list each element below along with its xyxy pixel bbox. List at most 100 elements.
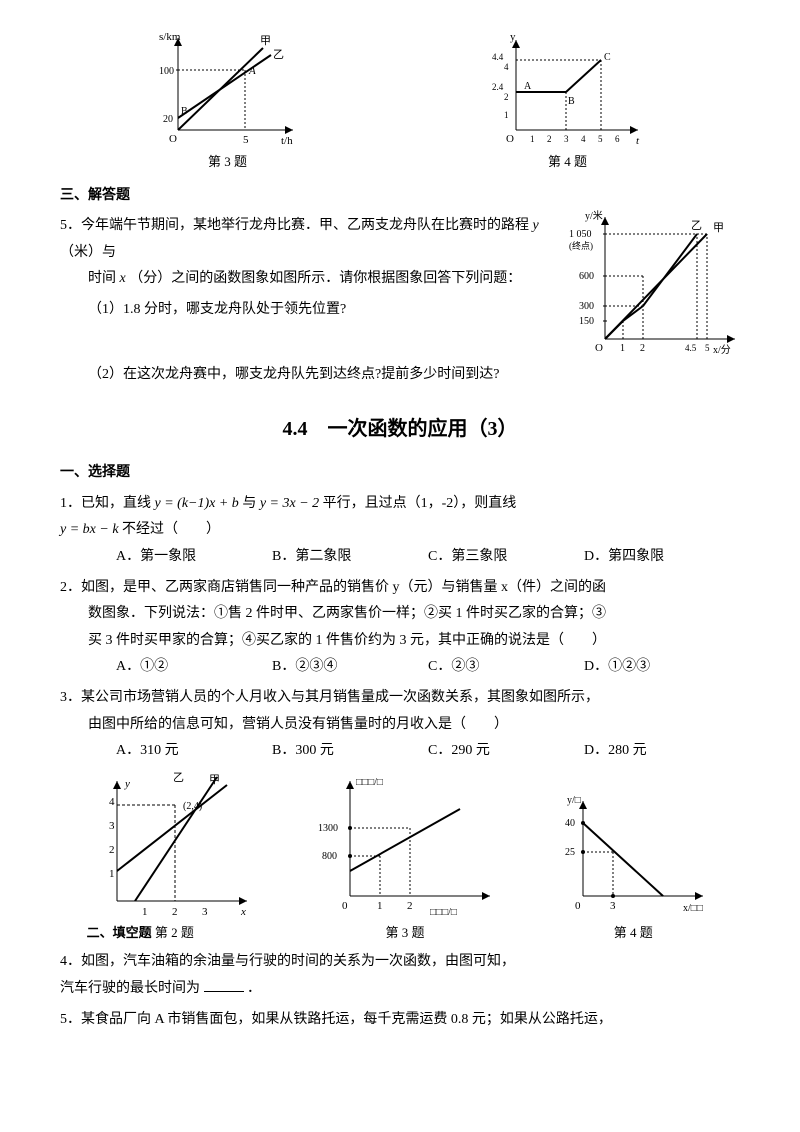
q2-D: D．①②③	[584, 654, 740, 681]
q2-l3: 买 3 件时买甲家的合算；④买乙家的 1 件售价约为 3 元，其中正确的说法是（…	[60, 628, 740, 655]
svg-text:甲: 甲	[209, 774, 220, 786]
svg-text:s/km: s/km	[159, 31, 181, 43]
svg-text:2: 2	[172, 906, 178, 918]
svg-text:3: 3	[109, 820, 115, 832]
q1-D: D．第四象限	[584, 544, 740, 571]
svg-text:1: 1	[504, 110, 509, 120]
svg-text:x/分: x/分	[713, 344, 731, 356]
svg-text:x: x	[240, 906, 246, 918]
fig4-svg: y t O A B C 4.4 4 2.4 2 1 1 2 3 4 5 6	[488, 30, 648, 150]
svg-text:4.5: 4.5	[685, 343, 697, 353]
svg-text:y: y	[510, 31, 516, 43]
q1-eq1: y = (k−1)x + b	[155, 496, 239, 511]
svg-text:(2,4): (2,4)	[183, 801, 202, 812]
svg-text:3: 3	[564, 134, 569, 144]
svg-text:4: 4	[504, 62, 509, 72]
fig4-label: 第 4 题	[488, 150, 648, 175]
q3-l2: 由图中所给的信息可知，营销人员没有销售量时的月收入是（ ）	[60, 712, 740, 739]
q2-A: A．①②	[116, 654, 272, 681]
q5-stem-a: 5．今年端午节期间，某地举行龙舟比赛．甲、乙两支龙舟队在比赛时的路程	[60, 218, 529, 233]
q1-eq2: y = 3x − 2	[260, 496, 319, 511]
chart4-wrap: y/□ x/□□ 0 40 25 3	[553, 791, 713, 921]
svg-text:O: O	[169, 133, 177, 145]
q3-D: D．280 元	[584, 738, 740, 765]
svg-text:1: 1	[109, 868, 115, 880]
q5-stem2a: 时间	[88, 271, 116, 286]
q1-A: A．第一象限	[116, 544, 272, 571]
q5-stem: 5．今年端午节期间，某地举行龙舟比赛．甲、乙两支龙舟队在比赛时的路程 y （米）…	[60, 213, 565, 266]
svg-text:□□□/□: □□□/□	[356, 777, 383, 788]
svg-text:t/h: t/h	[281, 135, 293, 147]
q5-stem2b: （分）之间的函数图象如图所示．请你根据图象回答下列问题：	[129, 271, 521, 286]
svg-text:100: 100	[159, 66, 174, 77]
q3-C: C．290 元	[428, 738, 584, 765]
svg-text:A: A	[248, 65, 256, 77]
svg-text:2: 2	[407, 900, 413, 912]
blank-title-plus-c2: 二、填空题 第 2 题	[87, 921, 257, 946]
svg-text:300: 300	[579, 301, 594, 312]
chart2-wrap: y x 1 2 3 4 1 2 3 甲 乙 (2,4)	[87, 771, 257, 921]
chart3-wrap: □□□/□ □□□/□ 0 1300 800 1 2	[310, 771, 500, 921]
fig3-svg: s/km t/h O 甲 乙 100 20 B 5 A	[153, 30, 303, 150]
c3-lbl: 第 3 题	[310, 921, 500, 946]
svg-text:1300: 1300	[318, 823, 338, 834]
fig3-wrap: s/km t/h O 甲 乙 100 20 B 5 A 第 3 题	[153, 30, 303, 175]
svg-text:2: 2	[640, 343, 645, 354]
q2-opts: A．①② B．②③④ C．②③ D．①②③	[60, 654, 740, 681]
chart2: y x 1 2 3 4 1 2 3 甲 乙 (2,4)	[87, 771, 257, 921]
svg-text:2.4: 2.4	[492, 82, 504, 92]
svg-text:20: 20	[163, 114, 173, 125]
q5-var-x: x	[120, 271, 126, 286]
svg-text:1: 1	[142, 906, 148, 918]
svg-text:y: y	[124, 778, 130, 790]
fig3-label: 第 3 题	[153, 150, 303, 175]
section-44-title: 4.4 一次函数的应用（3）	[60, 410, 740, 448]
q5-p2: （2）在这次龙舟赛中，哪支龙舟队先到达终点?提前多少时间到达?	[60, 362, 565, 389]
q5-block: 5．今年端午节期间，某地举行龙舟比赛．甲、乙两支龙舟队在比赛时的路程 y （米）…	[60, 209, 740, 392]
c4-lbl: 第 4 题	[553, 921, 713, 946]
svg-text:y/□: y/□	[567, 795, 581, 806]
svg-text:150: 150	[579, 316, 594, 327]
fig-row: y x 1 2 3 4 1 2 3 甲 乙 (2,4) □□□/□	[60, 771, 740, 921]
svg-text:1: 1	[620, 343, 625, 354]
svg-text:5: 5	[243, 134, 249, 146]
q5-stem-cont: （米）与	[60, 245, 116, 260]
fig4-wrap: y t O A B C 4.4 4 2.4 2 1 1 2 3 4 5 6	[488, 30, 648, 175]
q1-c: 不经过（ ）	[122, 522, 220, 537]
svg-text:2: 2	[109, 844, 115, 856]
bq4-l1: 4．如图，汽车油箱的余油量与行驶的时间的关系为一次函数，由图可知，	[60, 949, 740, 976]
svg-text:2: 2	[547, 134, 552, 144]
q1-B: B．第二象限	[272, 544, 428, 571]
svg-text:600: 600	[579, 271, 594, 282]
chart4: y/□ x/□□ 0 40 25 3	[553, 791, 713, 921]
svg-text:25: 25	[565, 847, 575, 858]
q5-chart: y/米 x/分 O 1 050 (终点) 600 300 150 甲 乙 1 2…	[565, 209, 740, 359]
q3-opts: A．310 元 B．300 元 C．290 元 D．280 元	[60, 738, 740, 765]
svg-text:0: 0	[575, 900, 581, 912]
svg-text:O: O	[506, 133, 514, 145]
svg-text:6: 6	[615, 134, 620, 144]
q3-B: B．300 元	[272, 738, 428, 765]
q2-C: C．②③	[428, 654, 584, 681]
svg-text:4: 4	[581, 134, 586, 144]
bq4-blank	[204, 977, 244, 992]
q1-b: 平行，且过点（1，-2），则直线	[323, 496, 517, 511]
bq4-l2: 汽车行驶的最长时间为 ．	[60, 976, 740, 1003]
svg-text:3: 3	[202, 906, 208, 918]
q3-l1: 3．某公司市场营销人员的个人月收入与其月销售量成一次函数关系，其图象如图所示，	[60, 685, 740, 712]
svg-text:5: 5	[598, 134, 603, 144]
q2-l1: 2．如图，是甲、乙两家商店销售同一种产品的销售价 y（元）与销售量 x（件）之间…	[60, 575, 740, 602]
choice-title: 一、选择题	[60, 460, 740, 487]
svg-text:800: 800	[322, 851, 337, 862]
q1-a: 1．已知，直线	[60, 496, 155, 511]
svg-text:1: 1	[530, 134, 535, 144]
bq4-l2a: 汽车行驶的最长时间为	[60, 981, 200, 996]
svg-text:甲: 甲	[260, 35, 271, 47]
svg-text:4: 4	[109, 796, 115, 808]
svg-text:4.4: 4.4	[492, 52, 504, 62]
fig-row-labels: 二、填空题 第 2 题 第 3 题 第 4 题	[60, 921, 740, 946]
svg-text:C: C	[604, 52, 611, 63]
q5-stem-2: 时间 x （分）之间的函数图象如图所示．请你根据图象回答下列问题：	[60, 266, 565, 293]
chart3: □□□/□ □□□/□ 0 1300 800 1 2	[310, 771, 500, 921]
q5-p1: （1）1.8 分时，哪支龙舟队处于领先位置?	[60, 297, 565, 324]
